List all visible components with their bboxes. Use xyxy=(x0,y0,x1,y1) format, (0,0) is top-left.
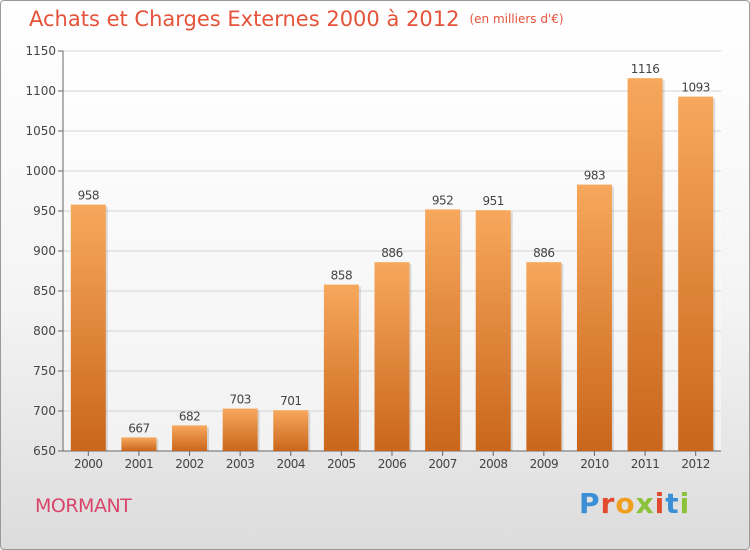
logo-letter: i xyxy=(654,487,666,520)
x-tick-label: 2000 xyxy=(74,457,103,471)
data-label: 701 xyxy=(280,394,301,408)
y-tick-label: 1100 xyxy=(25,84,56,98)
y-tick-label: 850 xyxy=(33,284,56,298)
data-label: 1116 xyxy=(631,62,660,76)
data-label: 951 xyxy=(483,194,504,208)
bar xyxy=(374,262,410,451)
data-label: 682 xyxy=(179,409,200,423)
title-text: Achats et Charges Externes 2000 à 2012 xyxy=(29,7,460,31)
bar xyxy=(172,425,208,451)
logo-letter: P xyxy=(579,487,601,520)
x-tick-label: 2009 xyxy=(530,457,559,471)
x-tick-label: 2001 xyxy=(125,457,154,471)
y-tick-label: 650 xyxy=(33,444,56,458)
data-label: 858 xyxy=(331,269,352,283)
bar xyxy=(222,408,258,451)
bar xyxy=(475,210,511,451)
y-tick-label: 900 xyxy=(33,244,56,258)
data-label: 958 xyxy=(78,189,99,203)
x-tick-label: 2007 xyxy=(428,457,457,471)
x-tick-label: 2003 xyxy=(226,457,255,471)
x-tick-label: 2006 xyxy=(378,457,407,471)
data-label: 886 xyxy=(533,246,554,260)
data-label: 952 xyxy=(432,193,453,207)
commune-name: MORMANT xyxy=(35,495,132,517)
unit-label: (en milliers d'€) xyxy=(469,12,564,26)
data-label: 886 xyxy=(381,246,402,260)
logo-letter: r xyxy=(600,487,616,520)
data-label: 703 xyxy=(229,393,250,407)
y-tick-label: 700 xyxy=(33,404,56,418)
logo-letter: t xyxy=(665,487,680,520)
proxiti-logo[interactable]: Proxiti xyxy=(579,487,690,520)
data-label: 1093 xyxy=(681,81,710,95)
x-tick-label: 2010 xyxy=(580,457,609,471)
logo-letter: i xyxy=(679,487,691,520)
x-tick-label: 2011 xyxy=(631,457,660,471)
x-tick-label: 2002 xyxy=(175,457,204,471)
x-tick-label: 2005 xyxy=(327,457,356,471)
y-tick-label: 1000 xyxy=(25,164,56,178)
bar xyxy=(627,78,663,451)
bar xyxy=(121,437,157,451)
logo-letter: x xyxy=(635,487,655,520)
bar xyxy=(678,96,714,451)
data-label: 667 xyxy=(128,421,149,435)
y-tick-label: 1050 xyxy=(25,124,56,138)
bar xyxy=(576,184,612,451)
chart-title: Achats et Charges Externes 2000 à 2012 (e… xyxy=(29,7,564,31)
y-tick-label: 1150 xyxy=(25,44,56,58)
bar xyxy=(526,262,562,451)
y-tick-label: 750 xyxy=(33,364,56,378)
bar xyxy=(273,410,309,451)
bar xyxy=(70,204,106,451)
y-tick-label: 950 xyxy=(33,204,56,218)
bar xyxy=(323,284,359,451)
bar xyxy=(425,209,461,451)
data-label: 983 xyxy=(584,169,605,183)
x-tick-label: 2012 xyxy=(681,457,710,471)
y-tick-label: 800 xyxy=(33,324,56,338)
logo-letter: o xyxy=(615,487,636,520)
plot-area: 650 700 750 800 850 900 950 1000 1050 1100 1150 958… xyxy=(25,44,721,471)
x-tick-label: 2008 xyxy=(479,457,508,471)
x-tick-label: 2004 xyxy=(276,457,305,471)
